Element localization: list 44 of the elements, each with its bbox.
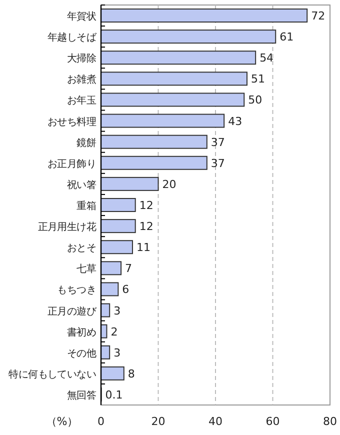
- y-tick-label: 正月用生け花: [38, 221, 96, 234]
- data-label: 3: [114, 346, 121, 360]
- data-label: 72: [311, 10, 326, 23]
- y-tick-label: 年賀状: [66, 10, 96, 23]
- y-tick-label: 無回答: [66, 389, 96, 402]
- data-label: 8: [128, 367, 135, 380]
- y-tick-label: 年越しそば: [47, 32, 98, 44]
- x-tick-label: 20: [151, 415, 166, 428]
- y-tick-label: 七草: [76, 263, 96, 276]
- data-label: 37: [210, 136, 225, 149]
- y-tick-label: 書初め: [66, 326, 96, 338]
- data-label: 6: [122, 283, 130, 296]
- x-tick-label: 0: [98, 415, 104, 428]
- data-label: 12: [139, 220, 154, 234]
- y-tick-label: お正月飾り: [47, 158, 96, 170]
- y-tick-label: 正月の遊び: [47, 305, 98, 318]
- data-label: 7: [125, 262, 132, 276]
- y-tick-label: おせち料理: [47, 116, 96, 128]
- y-tick-label: 重箱: [76, 200, 96, 212]
- y-tick-label: その他: [66, 347, 96, 360]
- y-tick-label: 大掃除: [66, 52, 96, 65]
- data-label: 2: [110, 325, 118, 338]
- data-label: 61: [280, 30, 294, 44]
- data-label: 0.1: [105, 388, 123, 402]
- x-tick-label: 40: [208, 415, 222, 428]
- data-label: 54: [260, 52, 274, 65]
- data-label: 20: [162, 178, 176, 191]
- data-label: 51: [250, 72, 265, 86]
- x-tick-label: 60: [266, 415, 280, 428]
- y-tick-label: お雑煮: [66, 74, 96, 86]
- x-axis-title: （%）: [46, 415, 78, 428]
- y-tick-label: 特に何もしていない: [8, 368, 96, 380]
- y-tick-label: おとそ: [66, 243, 96, 254]
- y-tick-label: 祝い箸: [66, 178, 96, 191]
- data-label: 43: [228, 114, 242, 128]
- data-label: 37: [210, 156, 225, 170]
- data-label: 3: [114, 304, 121, 318]
- y-tick-label: 鏡餅: [76, 136, 96, 149]
- data-label: 50: [248, 94, 262, 107]
- y-tick-label: お年玉: [66, 94, 96, 107]
- y-tick-label: もちつき: [57, 285, 96, 296]
- data-label: 11: [136, 241, 150, 254]
- data-label: 12: [139, 199, 154, 212]
- x-tick-label: 80: [323, 415, 337, 428]
